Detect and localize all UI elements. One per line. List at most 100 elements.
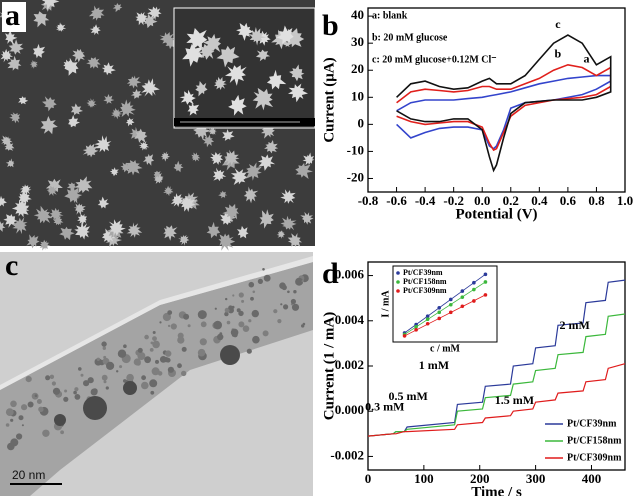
legend-label: Pt/CF39nm [403, 268, 443, 277]
legend-note: c: 20 mM glucose+0.12M Cl⁻ [372, 54, 497, 65]
particle [12, 217, 28, 235]
nanoparticle [295, 277, 304, 286]
nanoparticle [25, 376, 32, 383]
sem-image [0, 0, 316, 251]
nanoparticle [224, 307, 230, 313]
particle [246, 162, 262, 181]
legend-swatch [396, 271, 400, 275]
y-axis-label: Current (1 / mA) [321, 312, 337, 420]
nanoparticle [263, 274, 271, 282]
particle [230, 168, 248, 185]
particle [197, 44, 215, 60]
annotation: 1.5 mM [495, 393, 534, 407]
nanoparticle [301, 279, 304, 283]
particle [5, 30, 18, 44]
nanoparticle [137, 347, 143, 353]
nanoparticle [10, 400, 17, 408]
nanoparticle [167, 324, 171, 328]
legend-label: Pt/CF158nm [567, 435, 622, 446]
particle [210, 152, 224, 165]
particle [7, 55, 22, 71]
particle [264, 140, 279, 154]
aggregate [220, 345, 240, 365]
particle [108, 219, 126, 237]
particle [111, 107, 123, 120]
point [425, 314, 430, 318]
nanoparticle [163, 357, 169, 363]
point [414, 328, 418, 332]
particle [218, 233, 236, 251]
particle [101, 228, 116, 243]
y-tick-label: 0 [358, 115, 365, 130]
nanoparticle [238, 321, 245, 328]
x-tick-label: 0 [365, 471, 372, 486]
nanoparticle [183, 313, 190, 320]
aggregate [54, 414, 66, 426]
nanoparticle [123, 344, 127, 349]
y-tick-label: -10 [347, 142, 364, 157]
nanoparticle [116, 370, 119, 373]
particle [5, 158, 15, 168]
nanoparticle [290, 298, 296, 305]
nanoparticle [21, 424, 24, 427]
particle [255, 30, 271, 46]
curve-label: c [555, 17, 561, 31]
particle [222, 129, 235, 141]
nanoparticle [187, 324, 191, 328]
nanoparticle [38, 406, 44, 412]
particle [130, 88, 143, 99]
nanoparticle [238, 310, 244, 317]
particle [195, 81, 208, 97]
particle [42, 0, 60, 11]
particle [18, 189, 32, 205]
nanoparticle [214, 307, 217, 310]
particle [49, 207, 64, 220]
annotation: 0.3 mM [365, 399, 404, 413]
nanoparticle [83, 380, 90, 387]
nanoparticle [226, 320, 231, 325]
particle [216, 45, 240, 68]
particle [212, 167, 227, 182]
particle [280, 215, 297, 231]
particle [163, 185, 174, 197]
panel-label: a [5, 0, 20, 32]
nanoparticle [165, 350, 172, 357]
nanoparticle [167, 366, 174, 373]
particle [295, 162, 313, 179]
particle [59, 226, 75, 241]
particle [201, 134, 215, 148]
nanoparticle [150, 390, 155, 395]
particle [39, 239, 51, 251]
nanoparticle [262, 330, 269, 337]
particle [19, 184, 32, 195]
nanoparticle [170, 323, 177, 330]
nanoparticle [150, 341, 154, 345]
tem-image [0, 252, 313, 496]
x-tick-label: 0.6 [560, 193, 577, 208]
particle [143, 153, 155, 166]
nanoparticle [7, 442, 15, 451]
particle [282, 28, 305, 48]
point [460, 289, 465, 293]
particle [70, 103, 83, 116]
curve-label: b [555, 47, 562, 61]
point [472, 280, 476, 285]
particle [64, 57, 79, 76]
nanoparticle [90, 388, 98, 396]
plot-frame [367, 7, 626, 193]
particle [46, 185, 59, 196]
particle [163, 225, 178, 241]
particle [119, 99, 136, 117]
point [483, 280, 488, 284]
nanoparticle [21, 404, 28, 411]
point [472, 299, 476, 303]
aggregate [83, 396, 107, 420]
particle [287, 233, 302, 247]
x-tick-label: 0.8 [588, 193, 605, 208]
nanoparticle [52, 387, 61, 395]
particle [134, 128, 148, 144]
particle [123, 160, 143, 176]
point [437, 306, 442, 310]
particle [243, 186, 259, 204]
x-tick-label: 0.4 [531, 193, 548, 208]
